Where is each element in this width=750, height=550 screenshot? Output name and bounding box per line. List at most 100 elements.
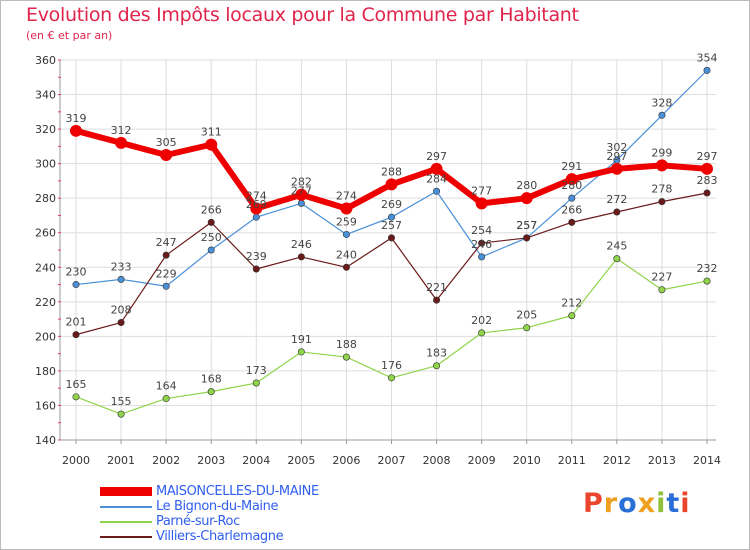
x-tick-label: 2006	[332, 454, 360, 467]
data-label: 173	[246, 364, 267, 377]
y-tick-label: 360	[35, 54, 56, 67]
data-point	[72, 331, 80, 339]
x-tick-label: 2009	[468, 454, 496, 467]
data-label: 230	[66, 266, 87, 279]
legend-label: Parné-sur-Roc	[156, 514, 240, 529]
data-point	[658, 111, 666, 119]
data-point	[610, 162, 623, 175]
data-label: 311	[201, 126, 222, 139]
y-tick-label: 300	[35, 158, 56, 171]
data-label: 266	[201, 203, 222, 216]
data-point	[342, 353, 350, 361]
data-point	[342, 230, 350, 238]
data-point	[115, 136, 128, 149]
x-tick-label: 2004	[242, 454, 270, 467]
legend-swatch-maisoncelles	[100, 487, 152, 496]
data-label: 269	[246, 198, 267, 211]
data-label: 319	[66, 112, 87, 125]
data-label: 227	[651, 271, 672, 284]
data-point	[433, 187, 441, 195]
legend-item: Villiers-Charlemagne	[100, 529, 430, 544]
data-label: 239	[246, 250, 267, 263]
y-tick-label: 180	[35, 365, 56, 378]
logo-letter: o	[618, 488, 638, 519]
logo-letter: t	[666, 488, 681, 519]
data-label: 208	[111, 304, 132, 317]
data-label: 299	[651, 146, 672, 159]
data-point	[387, 213, 395, 221]
data-label: 257	[516, 219, 537, 232]
data-point	[162, 251, 170, 259]
data-label: 280	[516, 179, 537, 192]
y-tick-label: 320	[35, 123, 56, 136]
legend-swatch-parne	[100, 521, 152, 523]
data-point	[252, 265, 260, 273]
data-point	[160, 149, 173, 161]
data-label: 354	[697, 51, 718, 64]
data-label: 284	[426, 172, 447, 185]
data-point	[252, 379, 260, 387]
data-point	[568, 218, 576, 226]
data-label: 212	[561, 297, 582, 310]
data-label: 246	[291, 238, 312, 251]
data-point	[295, 188, 308, 201]
data-label: 221	[426, 281, 447, 294]
data-point	[703, 66, 711, 74]
data-point	[658, 198, 666, 206]
data-point	[387, 234, 395, 242]
data-label: 283	[697, 174, 718, 187]
data-label: 274	[246, 190, 267, 203]
data-point	[340, 202, 353, 215]
data-point	[342, 263, 350, 271]
x-tick-label: 2002	[152, 454, 180, 467]
data-label: 305	[156, 136, 177, 149]
data-label: 183	[426, 347, 447, 360]
data-label: 164	[156, 380, 177, 393]
legend-label: MAISONCELLES-DU-MAINE	[156, 484, 319, 499]
data-point	[475, 197, 488, 210]
data-label: 155	[111, 395, 132, 408]
data-label: 250	[201, 231, 222, 244]
data-point	[207, 218, 215, 226]
data-label: 165	[66, 378, 87, 391]
x-tick-label: 2014	[693, 454, 721, 467]
data-point	[658, 286, 666, 294]
legend-item: Le Bignon-du-Maine	[100, 499, 430, 514]
chart-legend: MAISONCELLES-DU-MAINE Le Bignon-du-Maine…	[100, 484, 430, 544]
data-point	[117, 275, 125, 283]
data-label: 277	[291, 184, 312, 197]
data-point	[385, 178, 398, 191]
data-point	[252, 213, 260, 221]
data-label: 269	[381, 198, 402, 211]
x-tick-label: 2012	[603, 454, 631, 467]
data-point	[703, 277, 711, 285]
data-point	[478, 253, 486, 261]
data-label: 257	[516, 219, 537, 232]
data-label: 246	[471, 238, 492, 251]
y-tick-label: 280	[35, 192, 56, 205]
data-label: 278	[651, 183, 672, 196]
data-point	[162, 395, 170, 403]
legend-item: Parné-sur-Roc	[100, 514, 430, 529]
data-point	[523, 234, 531, 242]
data-label: 274	[336, 190, 357, 203]
x-tick-label: 2010	[513, 454, 541, 467]
data-point	[701, 162, 713, 175]
data-label: 297	[697, 150, 718, 163]
legend-label: Le Bignon-du-Maine	[156, 499, 279, 514]
data-point	[250, 202, 263, 215]
y-tick-label: 200	[35, 330, 56, 343]
data-point	[565, 173, 578, 186]
logo-letter: r	[603, 488, 619, 519]
data-point	[523, 324, 531, 332]
x-tick-label: 2005	[287, 454, 315, 467]
data-point	[297, 253, 305, 261]
data-point	[613, 208, 621, 216]
x-tick-label: 2007	[378, 454, 406, 467]
logo-letter: i	[656, 488, 667, 519]
logo-letter: P	[583, 488, 604, 519]
proxiti-logo: Proxiti	[583, 488, 691, 519]
y-tick-label: 260	[35, 227, 56, 240]
data-label: 254	[471, 224, 492, 237]
data-label: 297	[426, 150, 447, 163]
